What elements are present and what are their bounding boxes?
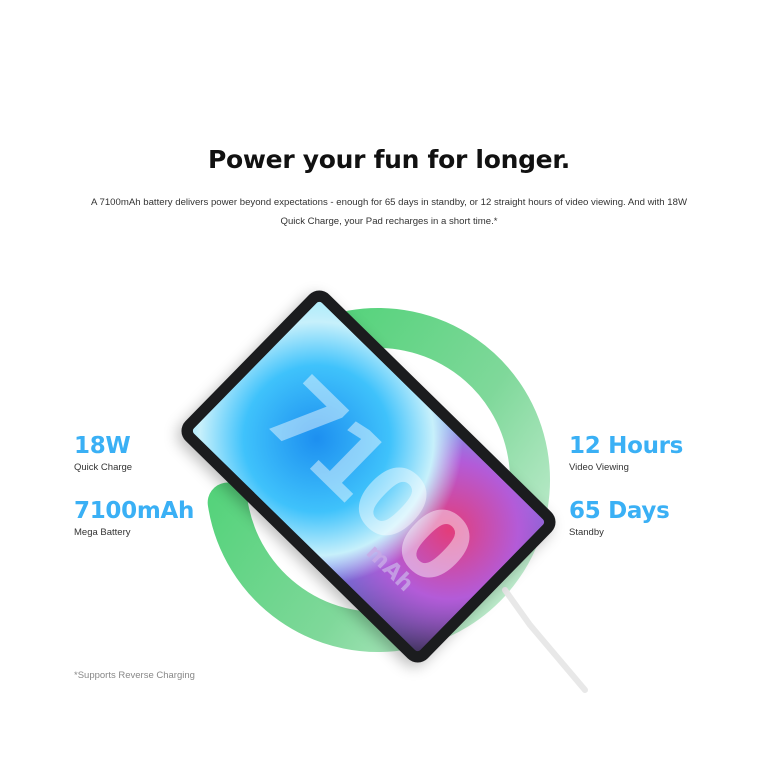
stat-value: 18W	[74, 433, 131, 459]
stat-standby: 65 Days Standby	[569, 498, 670, 538]
stat-value: 12 Hours	[569, 433, 684, 459]
stat-value: 7100mAh	[74, 498, 195, 524]
stat-label: Quick Charge	[74, 462, 133, 473]
footnote: *Supports Reverse Charging	[74, 670, 195, 681]
page-title: Power your fun for longer.	[207, 145, 570, 174]
description: A 7100mAh battery delivers power beyond …	[90, 197, 688, 227]
stat-video: 12 Hours Video Viewing	[569, 433, 683, 473]
stat-quick-charge: 18W Quick Charge	[74, 433, 132, 473]
charging-cable	[502, 587, 588, 693]
stat-label: Mega Battery	[74, 527, 131, 538]
stat-label: Standby	[569, 527, 604, 538]
stat-value: 65 Days	[569, 498, 670, 524]
stat-battery: 7100mAh Mega Battery	[74, 498, 194, 538]
stat-label: Video Viewing	[569, 462, 629, 473]
